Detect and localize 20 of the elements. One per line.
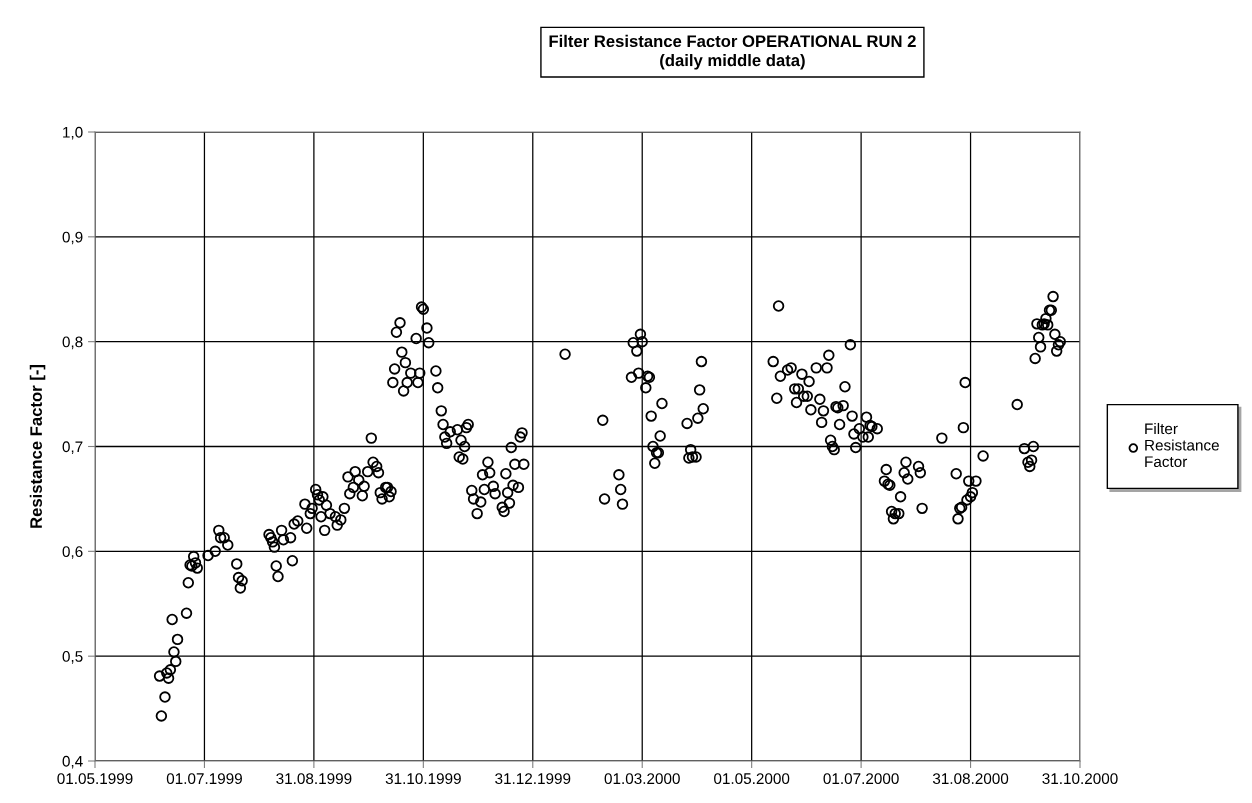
y-tick-label: 0,4 bbox=[62, 755, 83, 769]
x-tick-label: 31.10.2000 bbox=[1042, 773, 1118, 785]
y-tick-label: 0,8 bbox=[62, 336, 83, 350]
x-tick-label: 01.07.1999 bbox=[166, 773, 242, 785]
x-tick-label: 01.05.1999 bbox=[57, 773, 133, 785]
y-axis-title: Resistance Factor [-] bbox=[29, 365, 46, 528]
x-tick-label: 01.03.2000 bbox=[604, 773, 680, 785]
y-tick-label: 1,0 bbox=[63, 126, 83, 140]
x-tick-label: 31.12.1999 bbox=[495, 773, 571, 785]
y-tick-label: 0,6 bbox=[62, 546, 83, 559]
chart-title: Filter Resistance Factor OPERATIONAL RUN 2 (daily middle data) bbox=[549, 34, 916, 70]
y-tick-label: 0,7 bbox=[62, 441, 83, 454]
legend-label: Filter Resistance Factor bbox=[1145, 422, 1219, 468]
x-tick-label: 01.05.2000 bbox=[714, 773, 790, 785]
y-tick-label: 0,5 bbox=[62, 651, 83, 664]
x-tick-label: 31.08.1999 bbox=[276, 773, 352, 785]
y-tick-label: 0,9 bbox=[62, 231, 83, 245]
x-tick-label: 31.08.2000 bbox=[932, 773, 1009, 785]
x-tick-label: 01.07.2000 bbox=[823, 773, 899, 785]
x-tick-label: 31.10.1999 bbox=[385, 773, 461, 785]
